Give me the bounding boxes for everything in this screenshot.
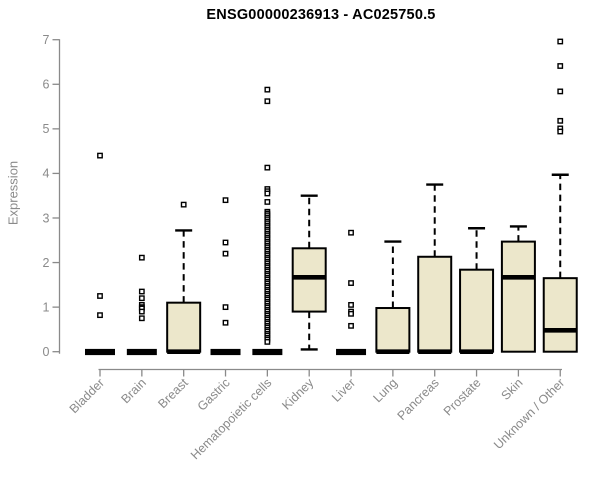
- boxplot-unknown-other: [542, 38, 578, 353]
- y-tick-label: 3: [43, 211, 50, 225]
- boxplot-brain: [126, 254, 157, 356]
- outlier-point: [222, 197, 229, 204]
- collapsed-box: [126, 348, 157, 356]
- outlier-point: [348, 310, 354, 317]
- box-iqr: [459, 268, 495, 353]
- collapsed-box: [252, 348, 283, 356]
- outlier-point: [557, 88, 564, 95]
- x-tick-label-kidney: Kidney: [279, 375, 316, 412]
- outlier-point: [264, 98, 271, 105]
- outlier-point: [97, 293, 103, 299]
- outlier-point: [348, 322, 354, 329]
- box-iqr: [417, 255, 453, 353]
- collapsed-box: [85, 348, 115, 356]
- x-tick-label-gastric: Gastric: [195, 376, 233, 414]
- boxplot-lung: [375, 240, 411, 355]
- outlier-point: [348, 302, 354, 308]
- y-tick-label: 6: [43, 78, 50, 92]
- outlier-point: [138, 254, 145, 261]
- outlier-point: [264, 199, 271, 205]
- outlier-point: [180, 201, 187, 208]
- outlier-point: [264, 164, 271, 171]
- y-tick-label: 5: [43, 122, 50, 136]
- boxplot-skin: [500, 225, 536, 353]
- box-iqr: [166, 301, 202, 353]
- outlier-point: [138, 295, 145, 302]
- collapsed-box: [210, 348, 241, 356]
- y-tick-label: 2: [43, 256, 50, 270]
- y-axis: 0 1 2 3 4 5 6 7: [43, 33, 61, 359]
- x-tick-label-unknown-other: Unknown / Other: [491, 376, 567, 452]
- x-tick-label-breast: Breast: [155, 375, 191, 411]
- boxplot-breast: [166, 201, 202, 355]
- x-tick-label-pancreas: Pancreas: [395, 376, 442, 423]
- outlier-point: [97, 312, 103, 319]
- outlier-point: [97, 152, 103, 159]
- x-tick-label-hematopoietic-cells: Hematopoietic cells: [188, 376, 275, 463]
- outlier-point: [557, 117, 564, 124]
- outlier-point: [557, 38, 564, 45]
- x-tick-label-prostate: Prostate: [441, 376, 484, 419]
- boxplot-kidney: [291, 194, 327, 351]
- y-tick-label: 7: [43, 33, 50, 47]
- outlier-point: [222, 304, 229, 311]
- y-axis-label: Expression: [5, 160, 21, 226]
- boxplot-pancreas: [417, 183, 453, 355]
- outlier-point: [138, 315, 145, 322]
- outlier-point: [222, 239, 229, 246]
- y-tick-label: 1: [43, 300, 50, 314]
- outlier-point: [264, 86, 271, 93]
- box-iqr: [500, 240, 536, 353]
- boxplot-gastric: [210, 197, 241, 356]
- boxplot-hematopoietic-cells: [252, 86, 283, 356]
- x-tick-label-bladder: Bladder: [67, 376, 107, 416]
- boxplot-bladder: [85, 152, 115, 356]
- y-tick-label: 0: [43, 345, 50, 359]
- outlier-point: [222, 250, 229, 257]
- outlier-point: [264, 190, 271, 197]
- outlier-point: [348, 280, 354, 286]
- x-tick-label-lung: Lung: [370, 376, 400, 406]
- outlier-point: [557, 63, 564, 69]
- outlier-point: [557, 128, 564, 135]
- outlier-point: [348, 229, 354, 236]
- x-tick-label-liver: Liver: [329, 376, 358, 405]
- y-tick-label: 4: [43, 167, 50, 181]
- outlier-point: [138, 288, 145, 295]
- outlier-point: [138, 308, 145, 315]
- chart-title: ENSG00000236913 - AC025750.5: [206, 7, 436, 23]
- box-iqr: [291, 247, 327, 313]
- x-tick-label-brain: Brain: [118, 376, 149, 407]
- x-tick-label-skin: Skin: [498, 376, 525, 403]
- outlier-point: [222, 319, 229, 326]
- box-iqr: [542, 277, 578, 353]
- box-iqr: [375, 307, 411, 353]
- boxplot-prostate: [459, 227, 495, 355]
- boxplot-liver: [336, 229, 367, 356]
- outlier-point: [264, 338, 271, 345]
- collapsed-box: [336, 348, 367, 356]
